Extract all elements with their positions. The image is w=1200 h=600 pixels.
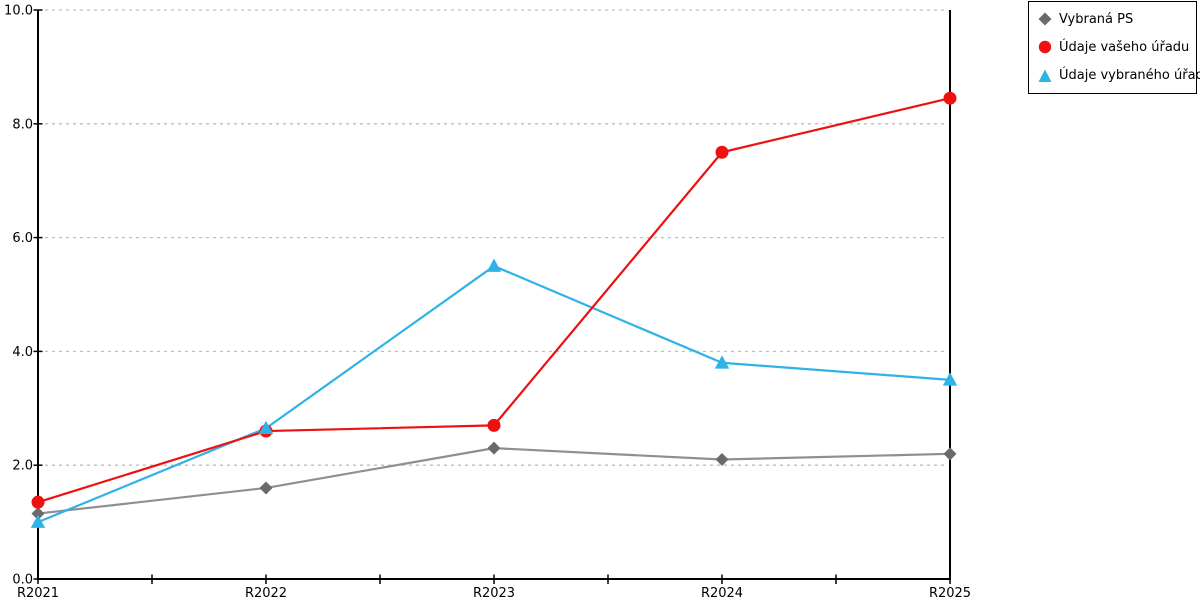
data-point-marker [487,418,501,432]
legend: Vybraná PS Údaje vašeho úřadu Údaje vybr… [1028,1,1200,94]
series-line-1 [37,97,951,504]
legend-item-vybrana-ps: Vybraná PS [1038,12,1192,26]
x-tick-label: R2023 [473,586,515,600]
data-point-marker [258,420,274,435]
y-tick-label: 0.0 [12,573,33,588]
data-point-marker [942,372,958,386]
data-point-marker [486,258,502,272]
y-tick-label: 10.0 [4,4,33,19]
x-tick-label: R2022 [245,586,287,600]
data-point-marker [715,145,729,159]
x-tick-label: R2021 [17,586,59,600]
y-tick-label: 4.0 [12,345,33,360]
y-tick-label: 6.0 [12,231,33,246]
data-point-marker [943,91,957,105]
circle-marker-icon [1038,41,1052,54]
legend-item-udaje-vaseho-uradu: Údaje vašeho úřadu [1038,40,1192,54]
x-tick-label: R2024 [701,586,743,600]
legend-label: Údaje vybraného úřadu [1059,68,1200,84]
data-point-marker [31,495,45,509]
y-tick-label: 2.0 [12,459,33,474]
data-point-marker [30,514,46,528]
y-tick-label: 8.0 [12,117,33,132]
data-point-marker [943,447,957,461]
legend-label: Údaje vašeho úřadu [1059,39,1190,55]
x-tick-label: R2025 [929,586,971,600]
data-point-marker [31,507,45,521]
data-point-marker [714,355,730,369]
series-line-0 [37,447,951,515]
data-point-marker [259,481,273,495]
legend-label: Vybraná PS [1059,11,1134,27]
series-line-2 [37,264,951,524]
data-point-marker [487,441,501,455]
legend-item-udaje-vybraneho-uradu: Údaje vybraného úřadu [1038,69,1200,83]
triangle-marker-icon [1038,69,1052,82]
diamond-marker-icon [1038,12,1052,26]
data-point-marker [715,453,729,467]
